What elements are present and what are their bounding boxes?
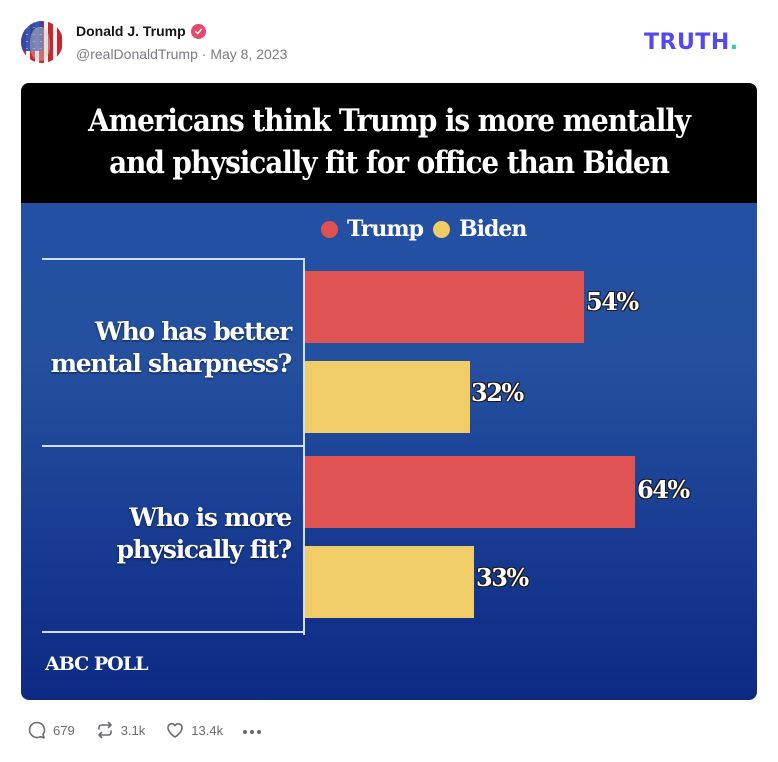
bar-value-label: 64% [637,475,690,504]
retruth-icon [97,721,112,739]
reply-button[interactable]: 679 [27,720,75,740]
category-label-line: physically fit? [116,535,293,564]
category-label-line: mental sharpness? [50,349,293,378]
reply-count: 679 [53,722,75,738]
logo-text: TRUTH [644,30,730,55]
more-options-button[interactable] [243,726,262,734]
post-actions: 679 3.1k 13.4k [27,720,262,740]
category-label-mental: Who has better mental sharpness? [50,316,293,380]
category-label-line: Who is more [129,503,292,532]
bar-value-label: 54% [586,287,639,316]
divider-line [42,445,304,447]
retruth-count: 3.1k [120,722,146,738]
category-label-physical: Who is more physically fit? [116,502,293,566]
legend-label-trump: Trump [347,216,424,242]
bar-biden-mental [305,361,470,433]
like-count: 13.4k [191,722,224,738]
bar-biden-physical [305,546,474,618]
legend-label-biden: Biden [459,216,527,242]
chart-title-line-2: and physically fit for office than Biden [109,145,670,181]
heart-icon [167,723,184,738]
more-horizontal-icon [243,728,262,734]
divider-line [42,631,304,633]
chart-title: Americans think Trump is more mentally a… [21,83,757,203]
author-handle[interactable]: @realDonaldTrump [76,46,198,62]
divider-line [42,258,304,260]
like-button[interactable]: 13.4k [165,720,223,740]
bar-value-label: 33% [476,563,529,592]
meta-separator: · [201,46,207,62]
trump-swatch-icon [321,220,338,238]
chart-source: ABC POLL [45,653,148,675]
post-header: Donald J. Trump @realDonaldTrump · May 8… [0,0,778,80]
avatar[interactable] [21,21,63,63]
chart-legend: Trump Biden [321,216,527,242]
bar-trump-mental [305,271,584,343]
truth-social-logo[interactable]: TRUTH. [644,30,739,55]
legend-item-biden: Biden [433,216,527,242]
author-name-row[interactable]: Donald J. Trump [76,23,206,39]
retruth-button[interactable]: 3.1k [95,720,146,740]
reply-icon [28,721,46,739]
chart-title-line-1: Americans think Trump is more mentally [88,103,691,139]
bar-value-label: 32% [471,378,524,407]
chart-axis [303,258,305,635]
biden-swatch-icon [433,220,451,238]
bar-trump-physical [305,456,635,528]
logo-dot: . [729,30,739,55]
post-date[interactable]: May 8, 2023 [210,46,288,62]
legend-item-trump: Trump [321,216,424,242]
category-label-line: Who has better [94,317,292,346]
post-image-chart[interactable]: Americans think Trump is more mentally a… [21,83,757,700]
verified-badge-icon [190,23,206,39]
author-name[interactable]: Donald J. Trump [76,23,186,39]
author-meta: @realDonaldTrump · May 8, 2023 [76,46,287,62]
